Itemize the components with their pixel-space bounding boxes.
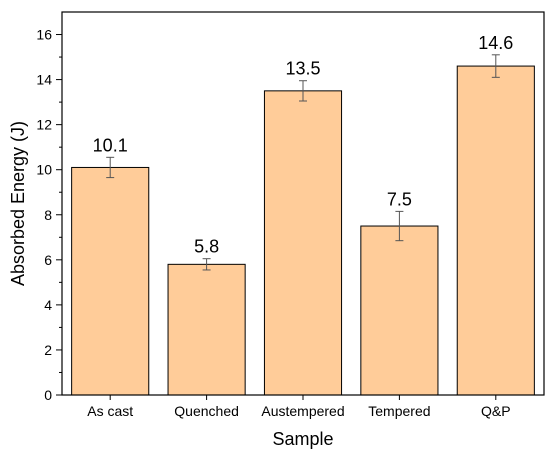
y-tick-label: 16 (36, 27, 52, 43)
y-axis: 0 2 4 6 8 10 12 14 16 (36, 27, 62, 403)
x-tick-label: Tempered (368, 403, 430, 419)
y-tick-label: 4 (44, 297, 52, 313)
bar (456, 65, 535, 396)
plot-frame (61, 11, 545, 396)
bar (71, 166, 150, 396)
x-axis-title: Sample (272, 429, 333, 449)
y-tick-label: 6 (44, 252, 52, 268)
x-axis: As cast Quenched Austempered Tempered Q&P (87, 395, 511, 419)
bar (263, 90, 343, 396)
data-label: 13.5 (285, 59, 320, 79)
y-tick-label: 2 (44, 342, 52, 358)
y-tick-label: 0 (44, 387, 52, 403)
bar (167, 263, 246, 396)
y-tick-label: 10 (36, 162, 52, 178)
x-tick-label: As cast (87, 403, 133, 419)
x-tick-label: Q&P (481, 403, 511, 419)
y-tick-label: 12 (36, 117, 52, 133)
y-tick-label: 14 (36, 72, 52, 88)
data-label: 14.6 (478, 33, 513, 53)
data-label: 10.1 (93, 135, 128, 155)
y-axis-title: Absorbed Energy (J) (8, 121, 28, 286)
bar (360, 225, 439, 396)
data-label: 5.8 (194, 237, 219, 257)
y-tick-label: 8 (44, 207, 52, 223)
data-label: 7.5 (387, 189, 412, 209)
x-tick-label: Austempered (261, 403, 344, 419)
plot-area: 10.1 5.8 13.5 7.5 14.6 (71, 33, 535, 396)
x-tick-label: Quenched (174, 403, 239, 419)
